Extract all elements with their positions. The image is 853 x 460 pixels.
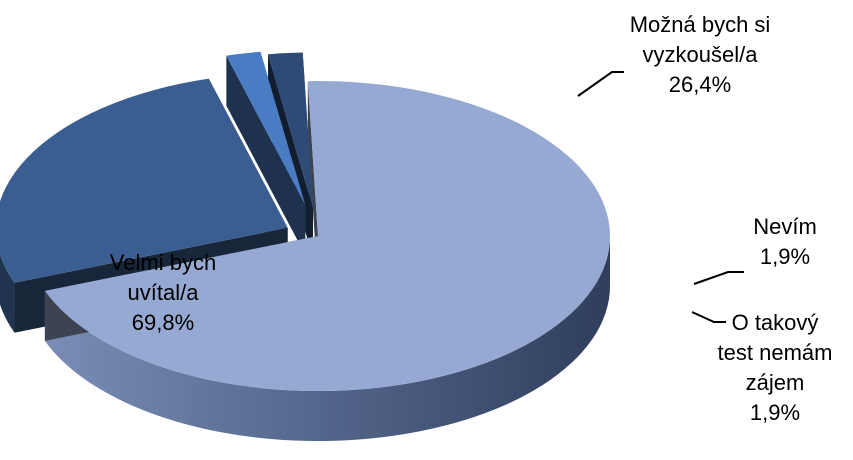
leader-line (577, 71, 624, 97)
data-label-name: zájem (746, 370, 805, 395)
data-label-name: Velmi bych (110, 250, 216, 275)
data-label: Velmi bych uvítal/a 69,8% (110, 250, 216, 335)
pie-slice-wall (226, 55, 306, 255)
data-label: O takový test nemám zájem 1,9% (718, 310, 833, 425)
pie-slice-side (44, 236, 610, 441)
pie-slice-wall (307, 81, 318, 286)
data-label-value: 26,4% (669, 72, 731, 97)
data-label-name: vyzkoušel/a (643, 42, 759, 67)
data-label: Nevím 1,9% (753, 214, 817, 269)
pie-slice-top (0, 78, 288, 283)
data-label-value: 1,9% (760, 244, 810, 269)
data-label-value: 69,8% (132, 310, 194, 335)
data-label: Možná bych si vyzkoušel/a 26,4% (630, 12, 771, 97)
leader-line (691, 311, 726, 323)
data-label-name: uvítal/a (128, 280, 200, 305)
data-label-name: test nemám (718, 340, 833, 365)
data-label-name: O takový (732, 310, 819, 335)
pie-slice-top (268, 52, 313, 208)
pie-slice-top (44, 81, 610, 391)
data-label-name: Nevím (753, 214, 817, 239)
pie-slice (226, 51, 306, 255)
data-label-name: Možná bych si (630, 12, 771, 37)
pie-slice-top (226, 51, 306, 205)
pie-slice-side (0, 254, 15, 333)
pie-slice (44, 81, 610, 441)
data-label-value: 1,9% (750, 400, 800, 425)
leader-line (693, 271, 744, 285)
